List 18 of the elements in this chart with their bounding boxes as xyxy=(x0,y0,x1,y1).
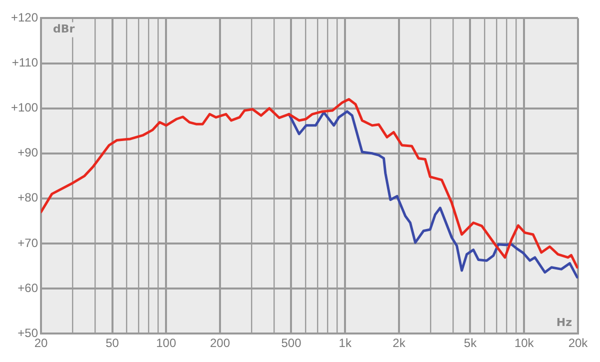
y-tick-label: +70 xyxy=(18,236,38,250)
y-tick-label: +100 xyxy=(11,100,38,115)
x-tick-label: 2k xyxy=(392,336,406,350)
x-tick-label: 100 xyxy=(156,336,176,350)
y-tick-label: +60 xyxy=(18,280,38,295)
x-tick-label: 20k xyxy=(568,336,589,350)
x-tick-label: 500 xyxy=(281,336,302,350)
x-tick-label: 1k xyxy=(338,336,352,350)
y-tick-label: +80 xyxy=(18,190,38,205)
x-tick-label: 50 xyxy=(106,336,120,350)
y-tick-label: +120 xyxy=(11,10,38,25)
x-tick-label: 5k xyxy=(464,336,478,350)
y-tick-label: +110 xyxy=(12,56,38,70)
x-tick-label: 10k xyxy=(514,336,535,350)
x-axis-title: Hz xyxy=(556,316,572,329)
y-tick-label: +90 xyxy=(18,146,38,160)
y-axis-title: dBr xyxy=(53,22,76,36)
x-tick-label: 200 xyxy=(210,336,230,350)
